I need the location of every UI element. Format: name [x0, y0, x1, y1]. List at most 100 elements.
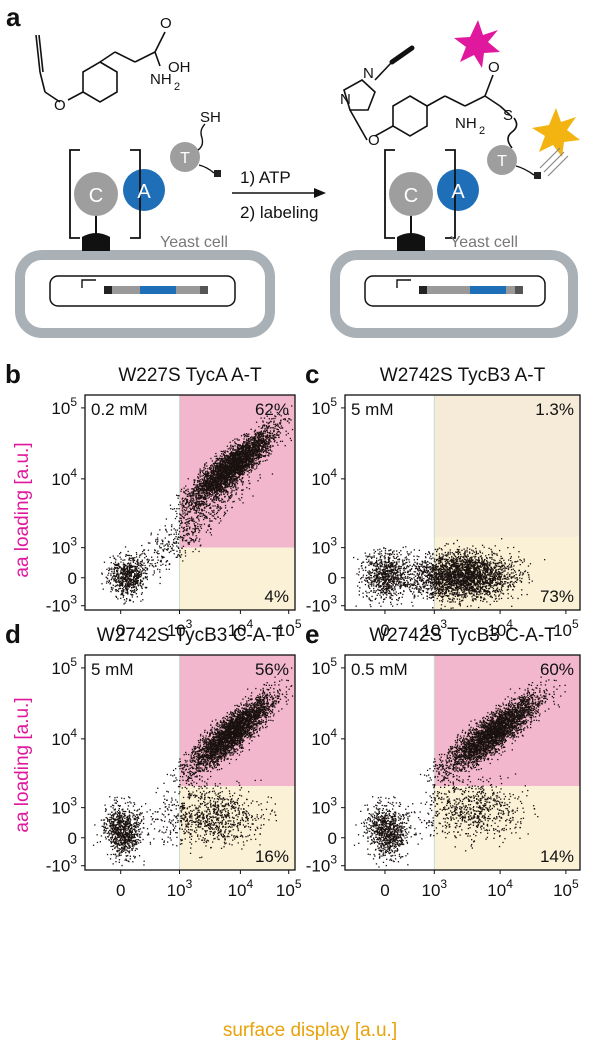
event — [240, 445, 242, 447]
event — [270, 453, 272, 455]
event — [163, 545, 165, 547]
event — [280, 419, 282, 421]
event — [250, 448, 253, 450]
event — [218, 499, 220, 501]
event — [138, 570, 140, 572]
upper-percent: 62% — [255, 400, 289, 419]
event — [251, 469, 253, 472]
event — [144, 586, 146, 589]
event — [221, 455, 223, 458]
event — [262, 440, 265, 443]
event — [219, 482, 221, 484]
event — [266, 421, 268, 424]
event — [258, 439, 260, 442]
event — [222, 469, 224, 471]
event — [234, 458, 236, 460]
event — [133, 579, 135, 582]
event — [240, 467, 242, 470]
event — [253, 451, 255, 454]
event — [184, 510, 186, 512]
event — [127, 580, 129, 582]
event — [227, 467, 229, 469]
event — [248, 463, 251, 465]
event — [194, 527, 197, 529]
event — [224, 481, 227, 483]
event — [132, 571, 135, 573]
event — [276, 441, 278, 444]
event — [274, 436, 276, 439]
event — [132, 565, 134, 567]
event — [218, 486, 220, 489]
event — [248, 480, 250, 482]
event — [229, 447, 231, 449]
event — [271, 445, 274, 447]
event — [251, 450, 253, 453]
event — [126, 576, 128, 578]
event — [247, 470, 249, 472]
event — [231, 452, 233, 454]
event — [105, 582, 108, 584]
event — [216, 457, 218, 459]
event — [196, 501, 198, 503]
event — [255, 455, 257, 457]
event — [116, 569, 118, 572]
event — [229, 472, 231, 475]
event — [168, 568, 170, 570]
event — [206, 493, 208, 495]
event — [129, 598, 131, 601]
event — [184, 540, 186, 542]
event — [233, 459, 236, 462]
event — [175, 531, 177, 533]
event — [156, 537, 159, 539]
event — [165, 564, 167, 566]
event — [217, 458, 219, 460]
event — [216, 486, 218, 488]
event — [118, 588, 120, 590]
event — [198, 529, 200, 531]
event — [176, 550, 178, 552]
event — [217, 516, 219, 518]
event — [129, 585, 131, 587]
event — [281, 440, 284, 442]
event — [227, 456, 229, 459]
event — [248, 472, 250, 474]
event — [273, 435, 275, 437]
event — [222, 477, 224, 479]
event — [179, 555, 181, 557]
event — [156, 556, 159, 558]
tick-base: -10 — [46, 597, 71, 616]
event — [124, 574, 126, 576]
event — [198, 480, 200, 482]
event — [137, 582, 139, 585]
event — [156, 562, 159, 564]
event — [223, 474, 225, 476]
event — [177, 553, 179, 556]
event — [197, 505, 200, 508]
event — [212, 484, 214, 486]
event — [218, 480, 220, 483]
event — [225, 474, 227, 476]
event — [221, 475, 224, 477]
event — [119, 583, 121, 585]
event — [114, 566, 116, 568]
event — [190, 491, 193, 493]
event — [373, 589, 375, 592]
event — [255, 457, 257, 459]
event — [124, 568, 126, 570]
event — [224, 504, 227, 507]
event — [132, 561, 135, 563]
event — [176, 556, 178, 558]
event — [155, 538, 157, 541]
event — [208, 524, 210, 526]
event — [160, 564, 162, 566]
event — [123, 603, 125, 605]
event — [217, 466, 219, 468]
domain-label: A — [137, 181, 151, 203]
event — [249, 438, 251, 440]
event — [131, 590, 134, 592]
event — [192, 495, 194, 497]
event — [231, 506, 233, 509]
event — [182, 545, 185, 547]
event — [116, 581, 118, 583]
event — [221, 481, 223, 483]
